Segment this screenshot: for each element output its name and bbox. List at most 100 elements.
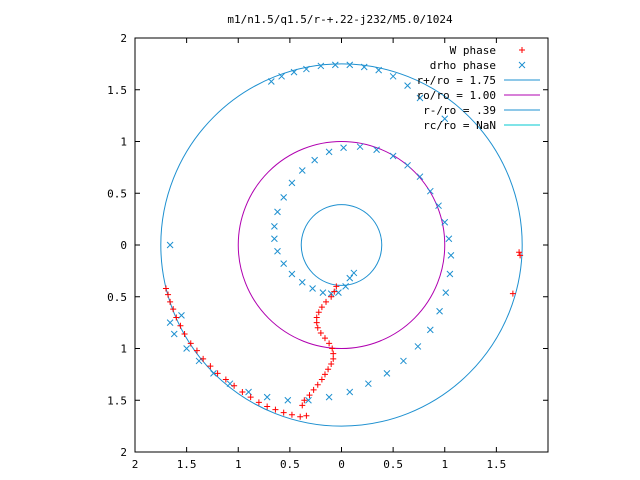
point-53 bbox=[278, 72, 285, 80]
point-48 bbox=[517, 252, 524, 259]
point-5 bbox=[315, 309, 322, 316]
point-39 bbox=[325, 393, 333, 401]
point-7 bbox=[313, 319, 320, 326]
point-47 bbox=[516, 249, 523, 256]
y-tick-label: 0 bbox=[120, 239, 127, 252]
point-60 bbox=[375, 66, 383, 74]
point-25 bbox=[426, 187, 434, 195]
point-59 bbox=[360, 63, 368, 71]
point-21 bbox=[306, 392, 313, 399]
circle-1 bbox=[237, 141, 446, 349]
data-series bbox=[162, 61, 524, 420]
y-tick-label: 1 bbox=[120, 343, 127, 356]
point-55 bbox=[303, 65, 310, 73]
legend-label: r+/ro = 1.75 bbox=[417, 74, 496, 87]
point-23 bbox=[299, 402, 306, 409]
point-49 bbox=[509, 290, 516, 297]
point-54 bbox=[290, 68, 298, 76]
point-38 bbox=[346, 388, 354, 396]
x-tick-label: 1 bbox=[441, 458, 448, 471]
point-20 bbox=[356, 143, 364, 151]
x-tick-label: 0.5 bbox=[280, 458, 300, 471]
point-35 bbox=[400, 357, 407, 365]
point-31 bbox=[187, 340, 194, 347]
point-10 bbox=[274, 247, 281, 255]
point-33 bbox=[426, 326, 434, 334]
series-drho-phase bbox=[166, 61, 455, 404]
x-tick-label: 0 bbox=[338, 458, 345, 471]
point-44 bbox=[288, 411, 295, 418]
point-16 bbox=[298, 167, 306, 174]
point-42 bbox=[263, 393, 271, 401]
point-25 bbox=[165, 291, 172, 298]
point-49 bbox=[166, 319, 174, 326]
legend-label: ro/ro = 1.00 bbox=[417, 89, 496, 102]
point-11 bbox=[271, 235, 278, 243]
point-22 bbox=[301, 397, 308, 404]
point-27 bbox=[170, 306, 177, 313]
y-tick-label: 1 bbox=[120, 136, 127, 149]
point-36 bbox=[222, 376, 229, 383]
point-8 bbox=[314, 324, 321, 331]
point-37 bbox=[364, 380, 372, 388]
point-16 bbox=[325, 366, 332, 373]
point-21 bbox=[373, 146, 380, 154]
point-50 bbox=[178, 312, 185, 319]
point-13 bbox=[274, 208, 281, 216]
point-27 bbox=[441, 218, 449, 226]
reference-circles bbox=[160, 63, 523, 427]
x-tick-label: 1.5 bbox=[486, 458, 506, 471]
point-61 bbox=[389, 72, 397, 80]
point-32 bbox=[193, 347, 200, 354]
point-14 bbox=[280, 194, 288, 201]
x-tick-label: 1.5 bbox=[177, 458, 197, 471]
point-58 bbox=[346, 61, 354, 69]
point-12 bbox=[271, 223, 278, 230]
point-48 bbox=[170, 330, 178, 338]
point-56 bbox=[317, 62, 325, 70]
point-17 bbox=[321, 371, 328, 378]
point-34 bbox=[207, 363, 214, 370]
point-6 bbox=[313, 314, 320, 321]
axes: 2 1.5 1 0.5 0 0.5 1 1.5 2 1.5 1 0.5 0 0.5 1 1.5 2 bbox=[107, 32, 549, 471]
point-28 bbox=[173, 314, 180, 321]
circle-2 bbox=[300, 204, 383, 286]
point-20 bbox=[310, 386, 317, 393]
legend-label: rc/ro = NaN bbox=[423, 119, 496, 132]
y-tick-label: 0.5 bbox=[107, 291, 127, 304]
point-1 bbox=[350, 269, 358, 277]
point-42 bbox=[272, 406, 279, 413]
point-34 bbox=[414, 343, 422, 350]
point-11 bbox=[326, 340, 333, 347]
point-33 bbox=[200, 355, 207, 362]
point-2 bbox=[328, 293, 335, 300]
legend-marker-swatch bbox=[518, 61, 526, 69]
y-tick-label: 0.5 bbox=[107, 187, 127, 200]
y-tick-label: 1.5 bbox=[107, 394, 127, 407]
point-5 bbox=[319, 289, 327, 296]
point-26 bbox=[167, 298, 174, 305]
point-39 bbox=[247, 394, 254, 401]
point-13 bbox=[330, 350, 337, 357]
point-45 bbox=[210, 369, 217, 377]
point-24 bbox=[162, 285, 169, 292]
point-47 bbox=[183, 345, 190, 352]
point-43 bbox=[245, 388, 252, 396]
legend: W phase drho phase r+/ro = 1.75 ro/ro = 1.0… bbox=[417, 44, 540, 132]
point-9 bbox=[317, 329, 324, 336]
point-41 bbox=[284, 396, 292, 404]
chart-title: m1/n1.5/q1.5/r-+.22-j232/M5.0/1024 bbox=[227, 13, 453, 26]
point-40 bbox=[305, 396, 312, 404]
point-18 bbox=[318, 376, 325, 383]
point-10 bbox=[321, 335, 328, 342]
point-22 bbox=[389, 152, 397, 160]
point-38 bbox=[239, 388, 246, 395]
point-35 bbox=[214, 370, 221, 377]
legend-marker-swatch bbox=[519, 47, 525, 53]
point-64 bbox=[441, 115, 449, 123]
point-0 bbox=[346, 274, 354, 282]
point-19 bbox=[340, 144, 347, 152]
point-30 bbox=[446, 270, 454, 278]
point-30 bbox=[181, 331, 188, 338]
